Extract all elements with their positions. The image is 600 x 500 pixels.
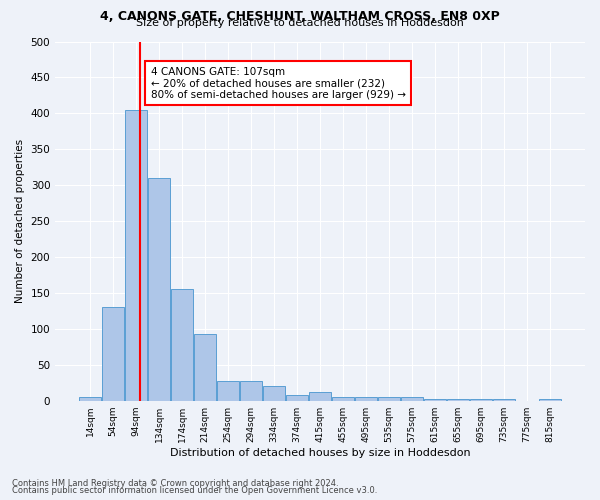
Bar — [171, 290, 193, 401]
Bar — [194, 334, 216, 400]
Bar — [148, 178, 170, 400]
Bar — [286, 395, 308, 400]
Bar — [309, 392, 331, 400]
Bar — [240, 380, 262, 400]
Text: 4, CANONS GATE, CHESHUNT, WALTHAM CROSS, EN8 0XP: 4, CANONS GATE, CHESHUNT, WALTHAM CROSS,… — [100, 10, 500, 23]
Bar — [332, 397, 354, 400]
Text: Contains public sector information licensed under the Open Government Licence v3: Contains public sector information licen… — [12, 486, 377, 495]
Bar — [125, 110, 147, 401]
Bar — [79, 397, 101, 400]
Bar — [102, 308, 124, 400]
X-axis label: Distribution of detached houses by size in Hoddesdon: Distribution of detached houses by size … — [170, 448, 470, 458]
Bar — [378, 397, 400, 400]
Text: 4 CANONS GATE: 107sqm
← 20% of detached houses are smaller (232)
80% of semi-det: 4 CANONS GATE: 107sqm ← 20% of detached … — [151, 66, 406, 100]
Bar — [263, 386, 285, 400]
Text: Size of property relative to detached houses in Hoddesdon: Size of property relative to detached ho… — [136, 18, 464, 28]
Bar — [355, 397, 377, 400]
Text: Contains HM Land Registry data © Crown copyright and database right 2024.: Contains HM Land Registry data © Crown c… — [12, 478, 338, 488]
Bar — [401, 397, 423, 400]
Bar — [217, 380, 239, 400]
Y-axis label: Number of detached properties: Number of detached properties — [15, 139, 25, 303]
